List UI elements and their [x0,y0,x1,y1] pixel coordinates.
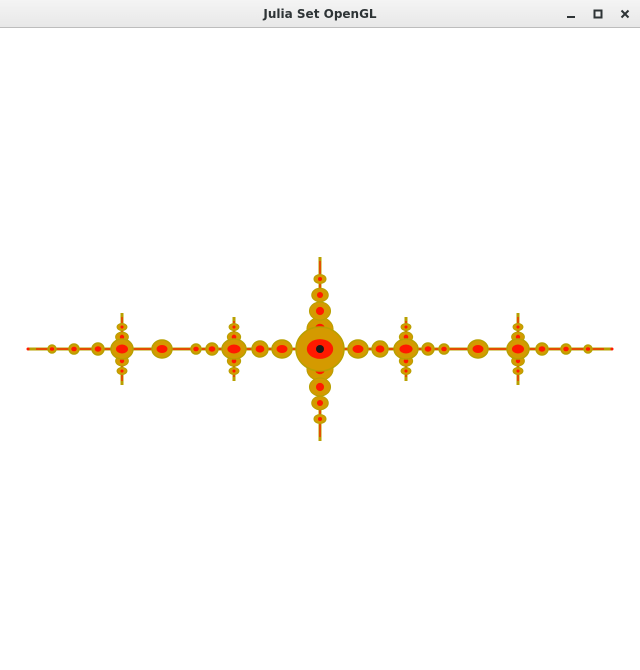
fractal-branch-node-core [232,369,236,373]
fractal-node-core [255,345,265,353]
maximize-button[interactable] [587,4,609,24]
close-icon [620,9,630,19]
fractal-branch-node-core [316,399,324,407]
fractal-branch-node-core [404,369,408,373]
fractal-branch-node-core [403,334,409,340]
minimize-button[interactable] [560,4,582,24]
fractal-branch-node-core [404,325,408,329]
fractal-branch-node-core [120,369,124,373]
fractal-node-core [441,346,447,352]
minimize-icon [567,16,575,18]
fractal-branch-node-core [119,358,125,364]
fractal-branch-node-core [403,358,409,364]
fractal-branch-node-core [315,306,325,316]
fractal-branch-node-core [119,334,125,340]
fractal-branch-node-core [316,291,324,299]
fractal-node-core [276,344,288,354]
fractal-branch-node-core [515,358,521,364]
maximize-icon [593,9,603,19]
fractal-tip [26,347,30,351]
fractal-node-core [71,346,77,352]
fractal-branch-node-core [231,334,237,340]
fractal-node-core [563,346,569,352]
close-button[interactable] [614,4,636,24]
fractal-branch-node-core [317,276,323,282]
fractal-node-core [472,344,484,354]
fractal-node-core [94,346,102,352]
fractal-node-core [227,344,241,354]
fractal-node-core [208,346,216,352]
fractal-node-core [585,347,591,351]
fractal-branch-node-core [317,416,323,422]
opengl-canvas[interactable] [0,29,640,670]
fractal-node-core [156,344,168,354]
fractal-node-core [352,344,364,354]
fractal-branch-node-core [515,334,521,340]
fractal-branch-node-core [516,369,520,373]
fractal-node-core [538,346,546,352]
fractal-branch-node-core [232,325,236,329]
fractal-node-core [49,347,55,351]
fractal-branch-node-core [516,325,520,329]
fractal-branch-node-core [231,358,237,364]
fractal-node-core [424,346,432,352]
fractal-node-core [511,344,525,354]
fractal-node-core [193,346,199,352]
fractal-node-core [399,344,413,354]
fractal-tip [610,347,614,351]
fractal-center [316,345,324,353]
fractal-branch-node-core [315,382,325,392]
fractal-node-core [375,345,385,353]
julia-set-fractal [26,257,614,441]
window-titlebar[interactable]: Julia Set OpenGL [0,0,640,28]
window-title: Julia Set OpenGL [263,7,377,21]
fractal-node-core [115,344,129,354]
fractal-branch-node-core [120,325,124,329]
